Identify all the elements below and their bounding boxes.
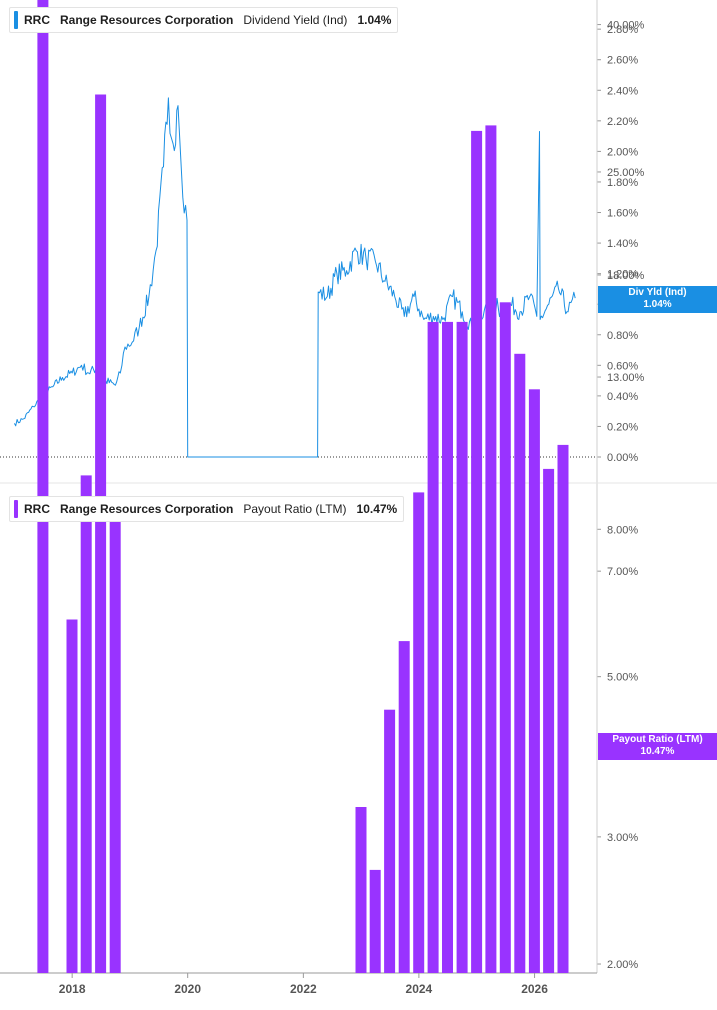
y-tick-label: 2.80%	[607, 24, 638, 36]
payout-ratio-value-tag: Payout Ratio (LTM) 10.47%	[598, 733, 717, 760]
top-legend: RRC Range Resources Corporation Dividend…	[9, 7, 399, 33]
y-tick-label: 13.00%	[607, 372, 645, 384]
y-tick-label: 1.60%	[607, 208, 638, 220]
top-legend-color-swatch	[14, 11, 18, 29]
y-tick-label: 25.00%	[607, 167, 645, 179]
payout-ratio-bar	[80, 475, 92, 973]
payout-ratio-bar	[95, 94, 107, 973]
payout-ratio-bar	[528, 389, 540, 973]
y-tick-label: 1.80%	[607, 177, 638, 189]
x-tick-label: 2020	[174, 982, 201, 996]
payout-ratio-bar	[456, 321, 468, 973]
bottom-y-axis: 2.00% 3.00% 5.00% 7.00% 8.00% 13.00% 18.00% 25.…	[597, 20, 645, 971]
y-tick-label: 2.00%	[607, 146, 638, 158]
payout-ratio-bar	[471, 130, 483, 973]
y-tick-label: 2.60%	[607, 55, 638, 67]
bottom-legend-company: Range Resources Corporation	[60, 502, 234, 516]
payout-ratio-bar	[384, 709, 396, 973]
x-tick-label: 2022	[290, 982, 317, 996]
y-tick-label: 40.00%	[607, 20, 645, 32]
payout-ratio-bar	[109, 517, 121, 973]
x-tick-label: 2018	[59, 982, 86, 996]
payout-ratio-bar	[427, 321, 439, 973]
payout-ratio-bar	[413, 492, 425, 973]
y-tick-label: 0.40%	[607, 391, 638, 403]
payout-ratio-bar	[514, 353, 526, 973]
y-tick-label: 8.00%	[607, 524, 638, 536]
payout-ratio-bar	[499, 302, 511, 973]
y-tick-label: 18.00%	[607, 270, 645, 282]
y-tick-label: 2.00%	[607, 959, 638, 971]
payout-ratio-bar	[543, 468, 555, 973]
bottom-legend-ticker[interactable]: RRC	[24, 502, 50, 516]
bottom-legend-value: 10.47%	[356, 502, 398, 516]
y-tick-label: 0.60%	[607, 360, 638, 372]
payout-ratio-tag-label: Payout Ratio (LTM)	[612, 734, 703, 745]
bottom-legend: RRC Range Resources Corporation Payout R…	[9, 496, 405, 522]
y-tick-label: 0.00%	[607, 452, 638, 464]
div-yield-value-tag: Div Yld (Ind) 1.04%	[598, 286, 717, 313]
top-legend-company: Range Resources Corporation	[60, 13, 234, 27]
payout-ratio-bar	[355, 807, 367, 973]
payout-ratio-bar	[442, 321, 453, 973]
y-tick-label: 5.00%	[607, 672, 638, 684]
y-tick-label: 0.20%	[607, 421, 638, 433]
div-yield-tag-value: 1.04%	[643, 299, 672, 310]
payout-ratio-bar	[485, 125, 497, 973]
y-tick-label: 2.20%	[607, 116, 638, 128]
y-tick-label: 7.00%	[607, 566, 638, 578]
payout-ratio-bar	[369, 869, 381, 973]
y-tick-label: 1.20%	[607, 269, 638, 281]
payout-ratio-bar	[557, 444, 569, 973]
bottom-legend-metric: Payout Ratio (LTM)	[243, 502, 347, 516]
payout-ratio-bar	[398, 641, 410, 973]
payout-ratio-bar	[66, 619, 78, 973]
y-tick-label: 1.40%	[607, 238, 638, 250]
y-tick-label: 2.40%	[607, 85, 638, 97]
x-tick-label: 2026	[521, 982, 548, 996]
x-tick-label: 2024	[406, 982, 433, 996]
payout-ratio-tag-value: 10.47%	[640, 746, 675, 757]
top-legend-ticker[interactable]: RRC	[24, 13, 50, 27]
payout-ratio-bar	[37, 0, 49, 974]
y-tick-label: 3.00%	[607, 832, 638, 844]
y-tick-label: 0.80%	[607, 330, 638, 342]
top-legend-metric: Dividend Yield (Ind)	[243, 13, 348, 27]
top-legend-value: 1.04%	[357, 13, 392, 27]
bottom-legend-color-swatch	[14, 500, 18, 518]
div-yield-tag-label: Div Yld (Ind)	[628, 287, 687, 298]
payout-ratio-plot	[37, 0, 569, 974]
